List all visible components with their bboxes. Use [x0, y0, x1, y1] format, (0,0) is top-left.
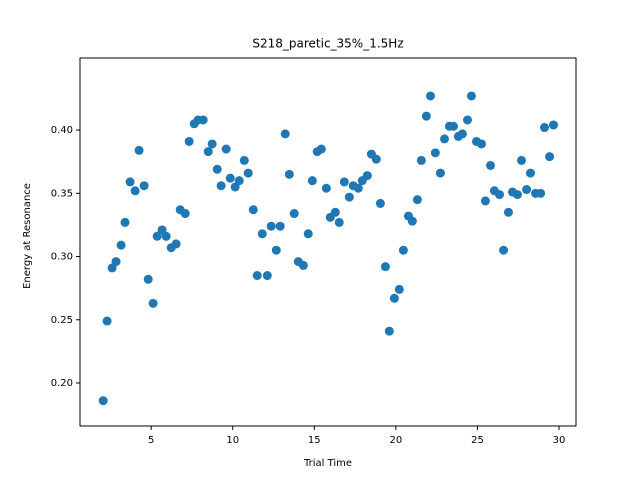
- point: [480, 196, 490, 206]
- x-tick-label: 10: [226, 435, 239, 446]
- point: [207, 139, 217, 149]
- point: [171, 239, 181, 249]
- point: [457, 129, 467, 139]
- point: [266, 221, 276, 231]
- point: [216, 181, 226, 191]
- point: [353, 183, 363, 193]
- point: [271, 245, 281, 255]
- point: [548, 120, 558, 130]
- x-tick-label: 20: [390, 435, 403, 446]
- point: [466, 91, 476, 101]
- point: [371, 154, 381, 164]
- point: [212, 164, 222, 174]
- point: [120, 217, 130, 227]
- plot-frame: [79, 57, 577, 427]
- y-tick-label: 0.20: [51, 378, 73, 389]
- point: [394, 284, 404, 294]
- point: [111, 257, 121, 267]
- point: [280, 129, 290, 139]
- point: [116, 240, 126, 250]
- point: [257, 229, 267, 239]
- point: [380, 262, 390, 272]
- point: [180, 209, 190, 219]
- point: [298, 260, 308, 270]
- chart-title: S218_paretic_35%_1.5Hz: [252, 37, 403, 51]
- point: [389, 293, 399, 303]
- point: [239, 155, 249, 165]
- point: [143, 274, 153, 284]
- point: [307, 176, 317, 186]
- y-tick-label: 0.25: [51, 315, 73, 326]
- point: [152, 231, 162, 241]
- point: [284, 169, 294, 179]
- point: [139, 181, 149, 191]
- x-tick-label: 5: [148, 435, 154, 446]
- point: [463, 115, 472, 125]
- point: [184, 136, 194, 146]
- point: [252, 271, 262, 281]
- point: [439, 134, 449, 144]
- y-tick-label: 0.35: [51, 188, 73, 199]
- point: [486, 160, 496, 170]
- point: [384, 326, 394, 336]
- point: [503, 207, 513, 217]
- point: [435, 168, 445, 178]
- point: [416, 155, 426, 165]
- point: [234, 176, 244, 186]
- point: [407, 216, 417, 226]
- point: [344, 192, 354, 202]
- y-axis-label: Energy at Resonance: [22, 183, 33, 289]
- point: [334, 217, 344, 227]
- point: [494, 190, 504, 200]
- point: [339, 177, 349, 187]
- point: [517, 155, 527, 165]
- point: [198, 115, 208, 125]
- point: [148, 298, 158, 308]
- point: [102, 316, 112, 326]
- point: [421, 111, 431, 121]
- point: [125, 177, 135, 187]
- point: [203, 147, 213, 157]
- x-tick-label: 30: [553, 435, 566, 446]
- point: [225, 173, 235, 183]
- point: [362, 171, 372, 181]
- point: [477, 139, 487, 149]
- point: [425, 91, 435, 101]
- point: [540, 123, 550, 133]
- point: [412, 195, 422, 205]
- point: [330, 207, 340, 217]
- point: [262, 271, 272, 281]
- y-tick-label: 0.30: [51, 252, 73, 263]
- point: [134, 145, 144, 155]
- x-tick-label: 15: [308, 435, 321, 446]
- point: [522, 185, 532, 195]
- point: [289, 209, 299, 219]
- point: [430, 148, 440, 158]
- point: [130, 186, 140, 196]
- point: [398, 245, 408, 255]
- point: [161, 231, 171, 241]
- point: [275, 221, 285, 231]
- point: [512, 190, 522, 200]
- point: [316, 144, 326, 154]
- point: [321, 183, 331, 193]
- point: [98, 396, 108, 406]
- point: [248, 205, 258, 215]
- point: [536, 188, 546, 198]
- point: [303, 229, 313, 239]
- point: [525, 168, 535, 178]
- x-axis-label: Trial Time: [303, 458, 352, 469]
- point: [545, 152, 555, 162]
- point: [221, 144, 231, 154]
- point: [448, 121, 458, 131]
- y-tick-label: 0.40: [51, 125, 73, 136]
- x-tick-label: 25: [471, 435, 484, 446]
- point: [375, 198, 385, 208]
- point: [243, 168, 253, 178]
- point: [499, 245, 509, 255]
